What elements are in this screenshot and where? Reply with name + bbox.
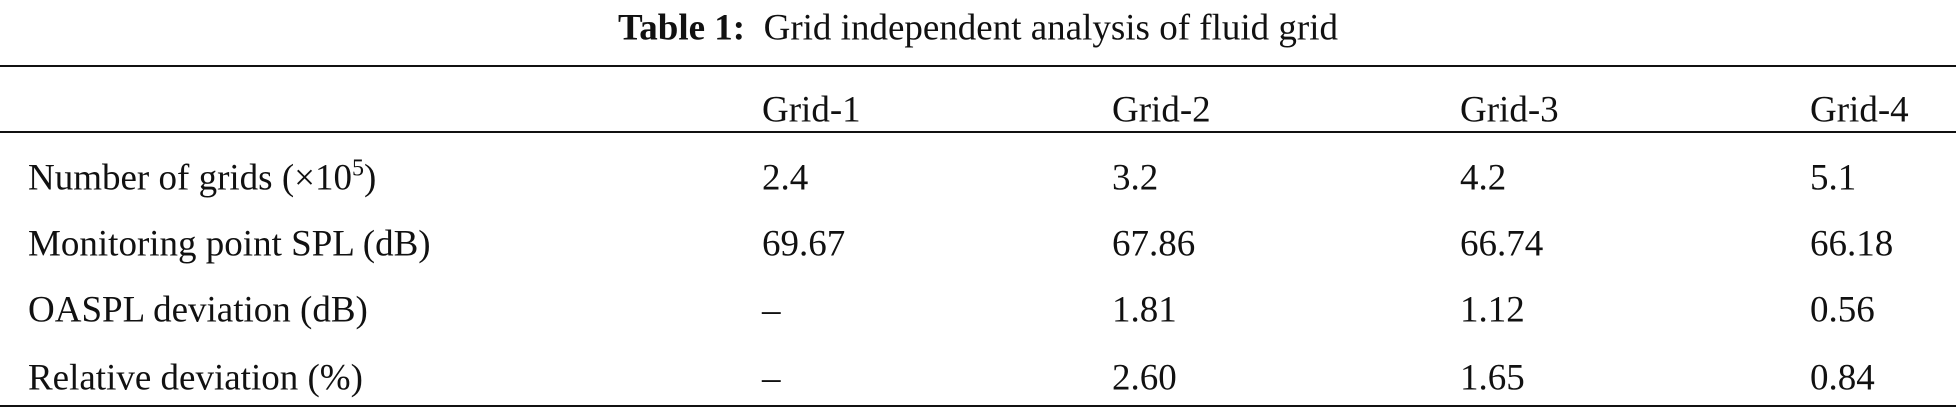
cell: 4.2 xyxy=(1460,157,1507,199)
cell: – xyxy=(762,357,781,399)
bottom-rule xyxy=(0,405,1956,407)
row-label: Number of grids (×105) xyxy=(28,157,377,199)
header-rule xyxy=(0,131,1956,133)
cell: 69.67 xyxy=(762,223,846,265)
row-label-text: Relative deviation (%) xyxy=(28,357,363,399)
cell: 66.74 xyxy=(1460,223,1544,265)
column-header: Grid-4 xyxy=(1810,89,1909,131)
top-rule xyxy=(0,65,1956,67)
cell: 0.84 xyxy=(1810,357,1875,399)
cell: 67.86 xyxy=(1112,223,1196,265)
cell: 1.65 xyxy=(1460,357,1525,399)
cell: 0.56 xyxy=(1810,289,1875,331)
cell: 2.4 xyxy=(762,157,809,199)
row-label-text: OASPL deviation (dB) xyxy=(28,289,368,331)
column-header: Grid-3 xyxy=(1460,89,1559,131)
cell: 1.81 xyxy=(1112,289,1177,331)
table-caption: Table 1: Grid independent analysis of fl… xyxy=(0,10,1956,47)
caption-label: Table 1: xyxy=(617,7,746,49)
cell: 5.1 xyxy=(1810,157,1857,199)
row-label: OASPL deviation (dB) xyxy=(28,292,368,329)
row-label: Relative deviation (%) xyxy=(28,360,363,397)
column-header: Grid-2 xyxy=(1112,89,1211,131)
row-label-text: Number of grids (×10 xyxy=(28,157,353,199)
row-label-superscript: 5 xyxy=(352,155,365,182)
cell: – xyxy=(762,289,781,331)
cell: 3.2 xyxy=(1112,157,1159,199)
cell: 2.60 xyxy=(1112,357,1177,399)
caption-text: Grid independent analysis of fluid grid xyxy=(763,7,1339,49)
row-label-text: ) xyxy=(364,157,377,199)
cell: 66.18 xyxy=(1810,223,1894,265)
row-label: Monitoring point SPL (dB) xyxy=(28,226,431,263)
cell: 1.12 xyxy=(1460,289,1525,331)
row-label-text: Monitoring point SPL (dB) xyxy=(28,223,431,265)
column-header: Grid-1 xyxy=(762,89,861,131)
